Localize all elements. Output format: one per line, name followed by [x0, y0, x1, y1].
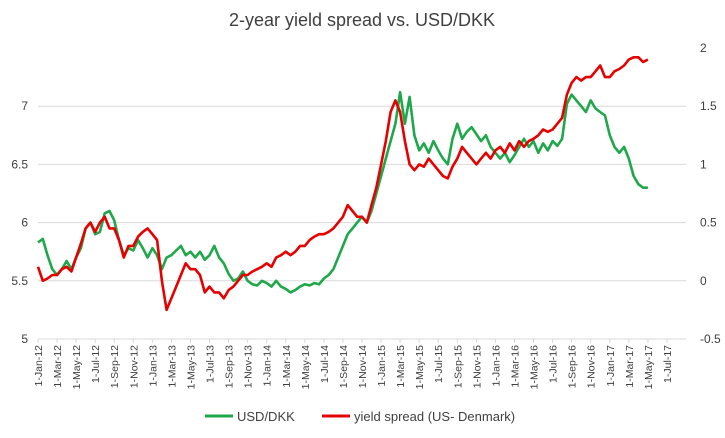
- x-tick-label: 1-Nov-13: [243, 345, 255, 388]
- y-right-tick-label: 0: [700, 274, 707, 288]
- y-right-tick-label: 2: [700, 41, 707, 55]
- x-tick-label: 1-Nov-14: [357, 345, 369, 388]
- x-tick-label: 1-May-14: [300, 345, 312, 390]
- x-tick-label: 1-Mar-14: [281, 345, 293, 388]
- y-left-tick-label: 6: [21, 216, 28, 230]
- x-tick-label: 1-Jul-17: [662, 345, 674, 383]
- y-axis-left: 5 5.5 6 6.5 7: [11, 99, 28, 346]
- x-tick-label: 1-Sep-16: [567, 345, 579, 388]
- y-left-tick-label: 7: [21, 99, 28, 113]
- legend-label: USD/DKK: [237, 409, 295, 424]
- x-tick-label: 1-May-15: [414, 345, 426, 390]
- y-right-tick-label: 1: [700, 157, 707, 171]
- x-tick-label: 1-Sep-12: [109, 345, 121, 388]
- y-left-tick-label: 6.5: [11, 157, 28, 171]
- x-tick-label: 1-Nov-12: [128, 345, 140, 388]
- x-tick-label: 1-May-17: [643, 345, 655, 390]
- x-tick-label: 1-Jan-12: [33, 345, 45, 387]
- x-tick-label: 1-Mar-15: [395, 345, 407, 388]
- x-tick-label: 1-Sep-15: [452, 345, 464, 388]
- x-tick-label: 1-Jan-13: [147, 345, 159, 387]
- x-tick-label: 1-Jul-13: [205, 345, 217, 383]
- chart-title: 2-year yield spread vs. USD/DKK: [229, 10, 495, 30]
- x-tick-label: 1-Jul-12: [90, 345, 102, 383]
- x-tick-label: 1-Sep-14: [338, 345, 350, 388]
- x-tick-label: 1-Jan-14: [262, 345, 274, 387]
- x-tick-label: 1-Sep-13: [224, 345, 236, 388]
- x-tick-label: 1-Jul-15: [433, 345, 445, 383]
- x-tick-label: 1-Mar-16: [509, 345, 521, 388]
- series-lines: [36, 56, 649, 312]
- x-tick-label: 1-Mar-12: [52, 345, 64, 388]
- x-tick-label: 1-Nov-16: [586, 345, 598, 388]
- x-tick-label: 1-Jan-17: [605, 345, 617, 387]
- x-tick-label: 1-Mar-17: [624, 345, 636, 388]
- series-line-usd-dkk: [37, 90, 648, 294]
- y-left-tick-label: 5.5: [11, 274, 28, 288]
- x-tick-label: 1-May-13: [185, 345, 197, 390]
- y-right-tick-label: 1.5: [700, 99, 717, 113]
- x-tick-label: 1-Jan-15: [376, 345, 388, 387]
- grid-lines: [38, 105, 686, 340]
- legend-label: yield spread (US- Denmark): [354, 409, 515, 424]
- x-tick-label: 1-May-16: [529, 345, 541, 390]
- y-left-tick-label: 5: [21, 332, 28, 346]
- y-right-tick-label: 0.5: [700, 216, 717, 230]
- x-tick-label: 1-Jul-14: [319, 345, 331, 383]
- x-tick-label: 1-Nov-15: [471, 345, 483, 388]
- legend: USD/DKK yield spread (US- Denmark): [205, 409, 515, 424]
- y-right-tick-label: -0.5: [700, 332, 721, 346]
- x-axis: 1-Jan-12 1-Mar-12 1-May-12 1-Jul-12 1-Sep-12…: [33, 339, 674, 389]
- series-line-yield-spread: [36, 56, 649, 312]
- x-tick-label: 1-May-12: [71, 345, 83, 390]
- x-tick-label: 1-Jul-16: [548, 345, 560, 383]
- y-axis-right: -0.5 0 0.5 1 1.5 2: [700, 41, 721, 346]
- x-tick-label: 1-Mar-13: [166, 345, 178, 388]
- x-tick-label: 1-Jan-16: [490, 345, 502, 387]
